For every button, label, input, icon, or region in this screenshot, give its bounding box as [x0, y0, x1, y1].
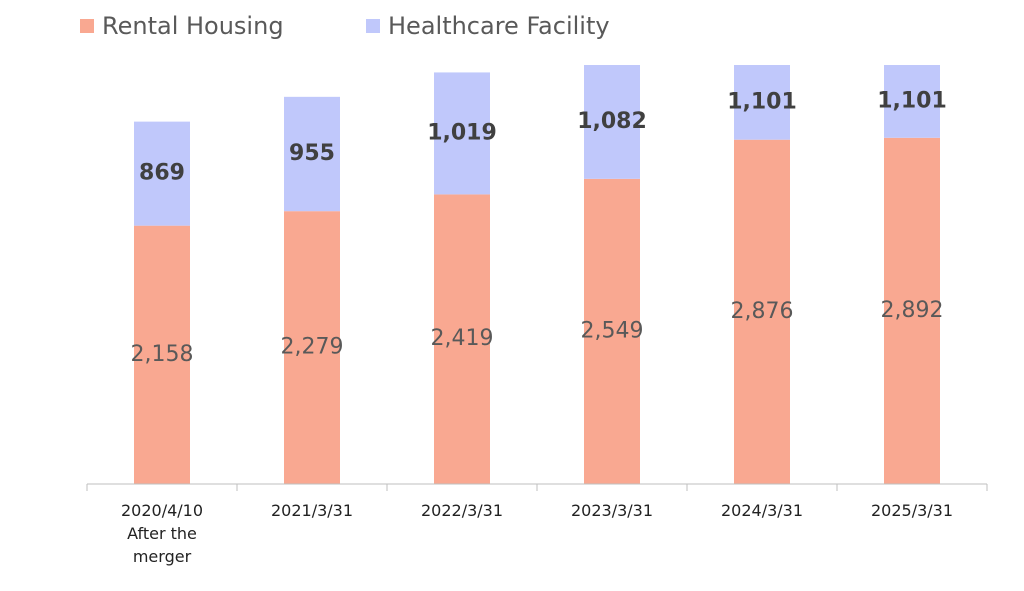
- bar-segment: [134, 225, 190, 485]
- bar-segment: [884, 137, 940, 484]
- value-label: 2,419: [431, 326, 494, 351]
- x-tick-label: 2025/3/31: [870, 501, 954, 520]
- value-label: 1,019: [427, 120, 497, 145]
- bar-segment: [284, 211, 340, 484]
- value-label: 2,892: [881, 298, 944, 323]
- bar-segment: [434, 72, 490, 195]
- value-label: 2,876: [731, 299, 794, 324]
- bar-segment: [734, 139, 790, 484]
- value-label: 1,082: [577, 109, 647, 134]
- x-tick-label: 2021/3/31: [270, 501, 354, 520]
- value-label: 2,279: [281, 335, 344, 360]
- legend-label: Healthcare Facility: [388, 12, 610, 40]
- bar-segment: [884, 65, 940, 138]
- x-tick-label: 2023/3/31: [570, 501, 654, 520]
- bar-segment: [134, 121, 190, 226]
- legend-swatch: [366, 19, 380, 33]
- x-tick-label: 2024/3/31: [720, 501, 804, 520]
- value-label: 955: [289, 141, 335, 166]
- legend-swatch: [80, 19, 94, 33]
- value-label: 869: [139, 161, 185, 186]
- x-tick-label: 2020/4/10 After the merger: [120, 501, 204, 566]
- bar-segment: [434, 194, 490, 485]
- bar-segment: [584, 178, 640, 485]
- value-label: 2,549: [581, 318, 644, 343]
- x-tick-label: 2022/3/31: [420, 501, 504, 520]
- legend-label: Rental Housing: [102, 12, 284, 40]
- bar-segment: [734, 65, 790, 140]
- value-label: 1,101: [877, 88, 947, 113]
- value-label: 2,158: [131, 342, 194, 367]
- bar-segment: [584, 65, 640, 179]
- bar-segment: [284, 96, 340, 212]
- value-label: 1,101: [727, 89, 797, 114]
